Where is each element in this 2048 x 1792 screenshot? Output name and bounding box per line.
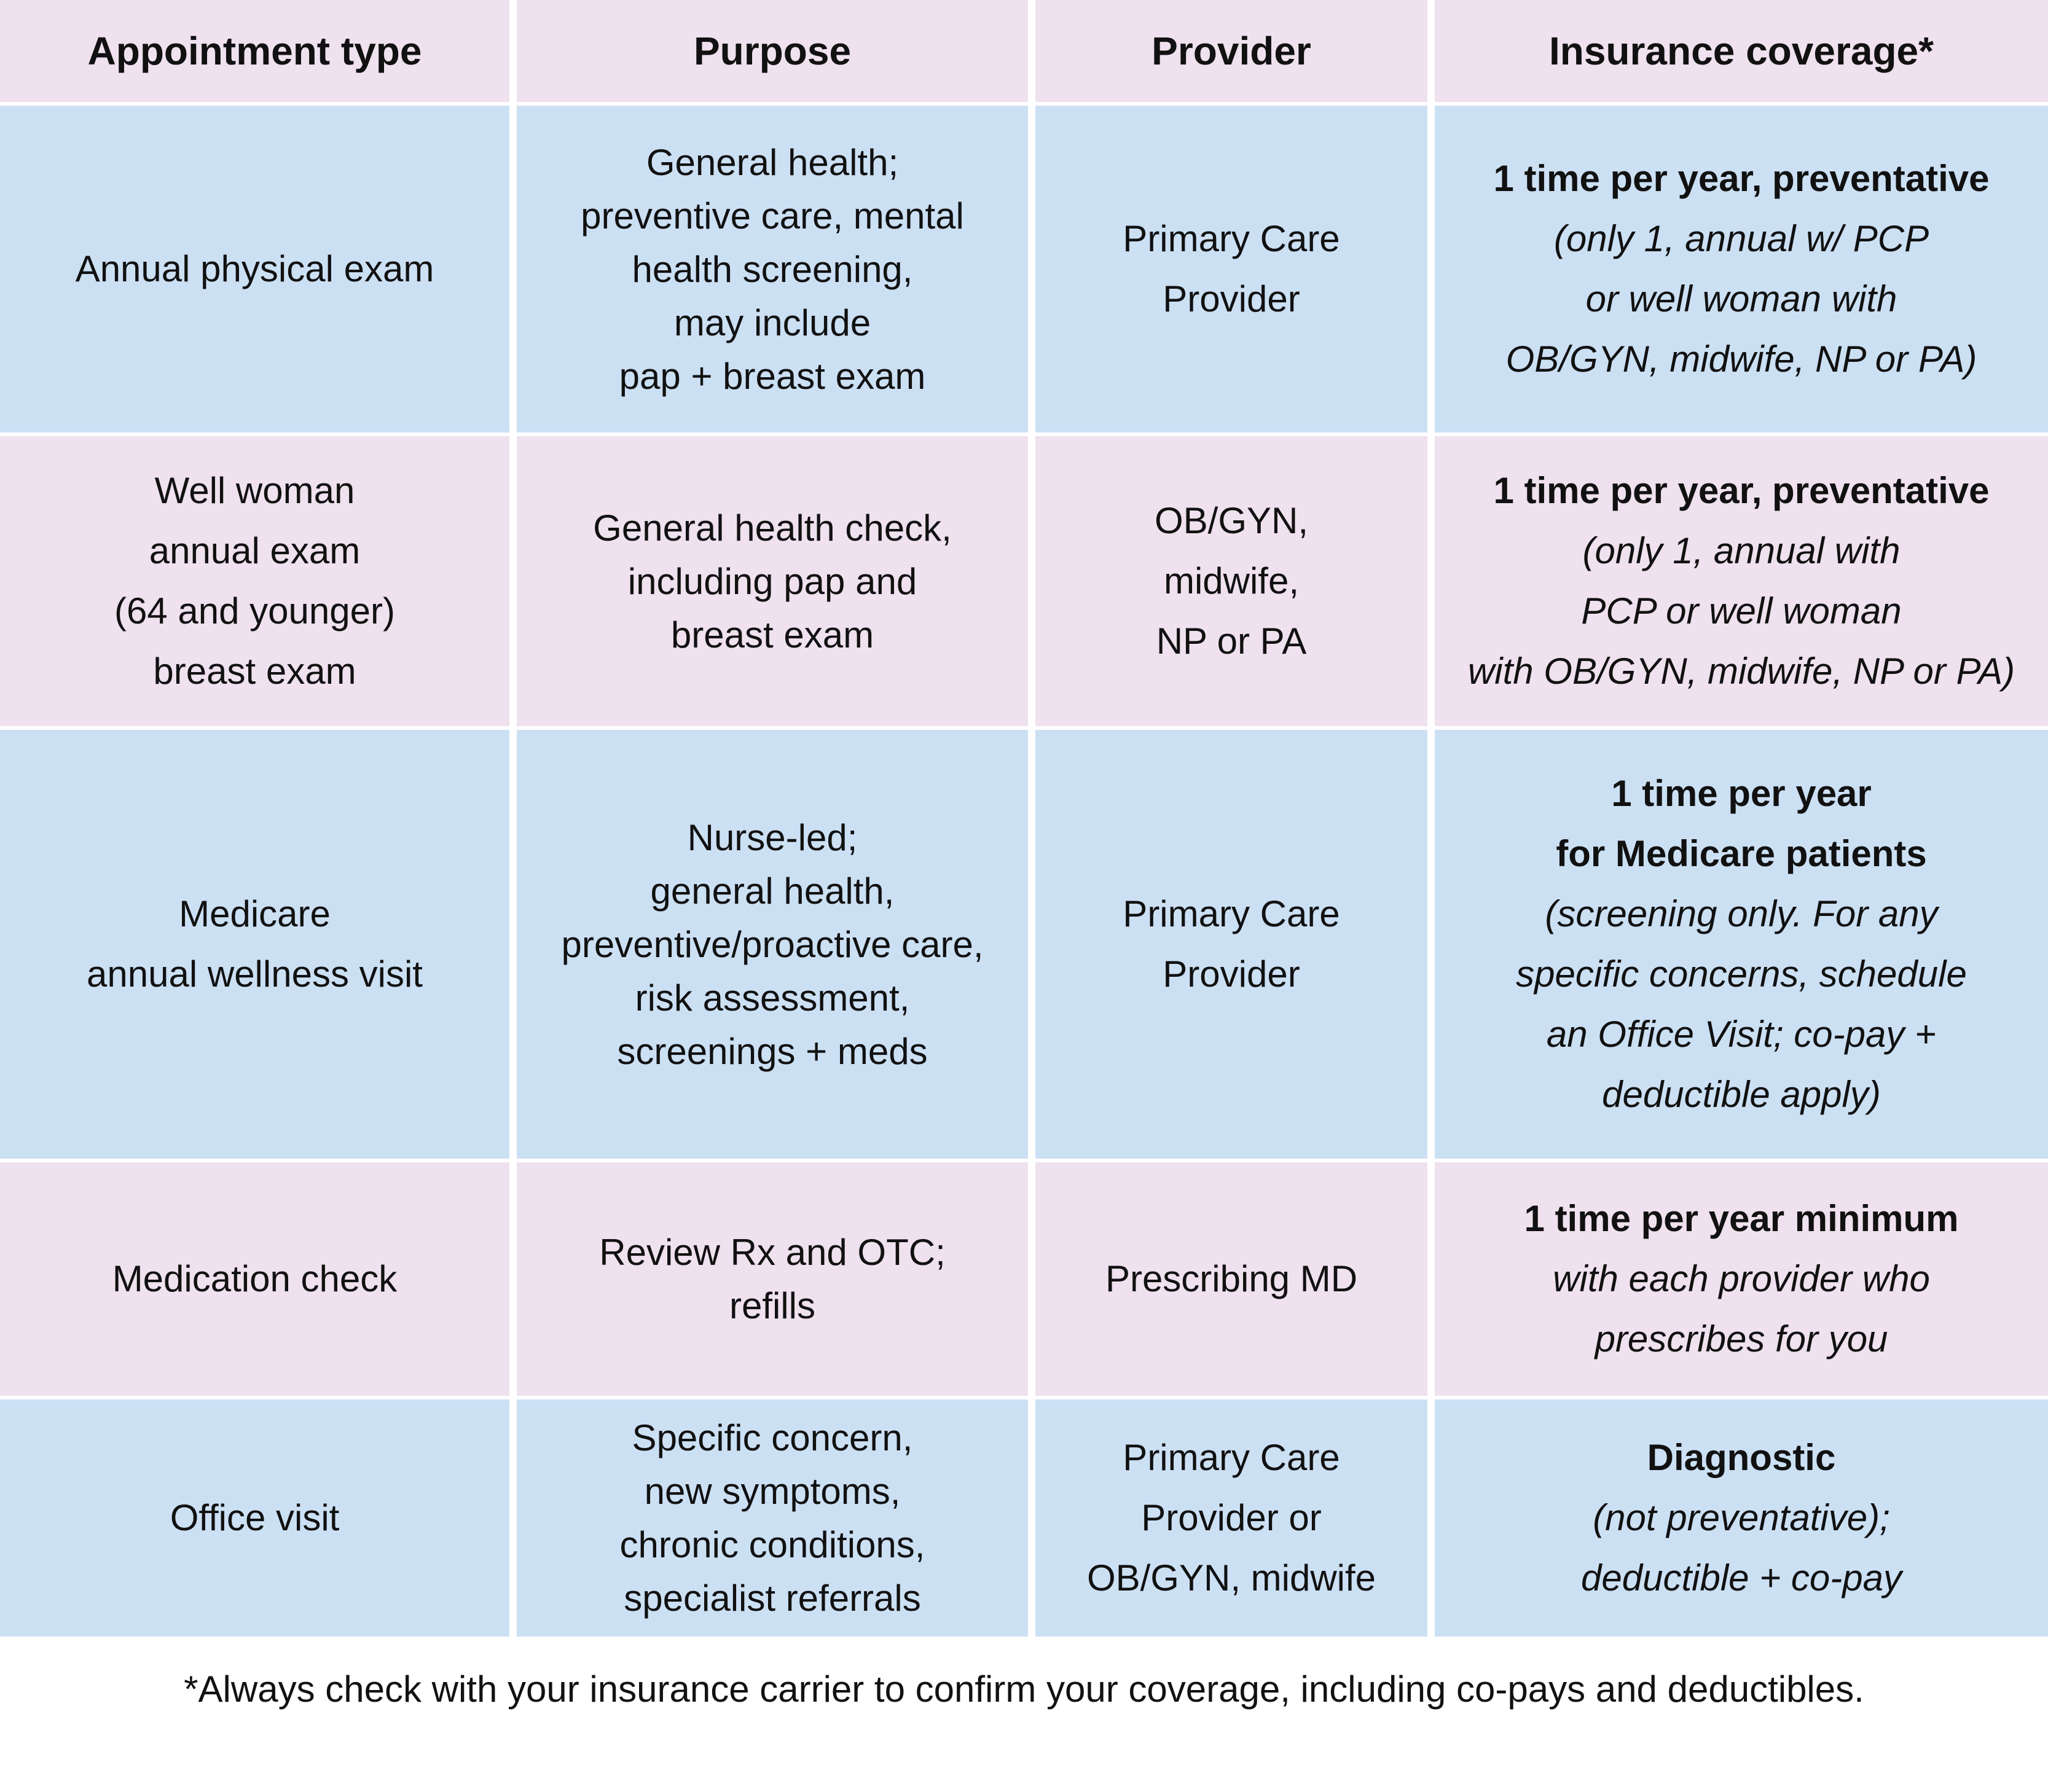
cell-text: General health;: [646, 141, 899, 183]
cell-text: Provider or: [1141, 1497, 1322, 1538]
cell-text: Primary Care: [1123, 893, 1340, 934]
cell-text: Diagnostic: [1647, 1437, 1836, 1478]
cell-text: specialist referrals: [624, 1578, 921, 1619]
table-cell: 1 time per year for Medicare patients (scr…: [1435, 730, 2048, 1159]
table-cell: Review Rx and OTC; refills: [517, 1162, 1028, 1396]
cell-text: OB/GYN, midwife: [1086, 1557, 1376, 1598]
table-cell: OB/GYN, midwife, NP or PA: [1035, 436, 1427, 726]
table-cell: Prescribing MD: [1035, 1162, 1427, 1396]
table-cell: Medicare annual wellness visit: [0, 730, 509, 1159]
table-cell: 1 time per year, preventative (only 1, an…: [1435, 106, 2048, 432]
cell-text: general health,: [650, 870, 895, 912]
header-cell: Provider: [1035, 0, 1427, 102]
cell-text: Prescribing MD: [1105, 1258, 1358, 1299]
cell-text: with OB/GYN, midwife, NP or PA): [1467, 651, 2015, 692]
cell-text: annual exam: [149, 530, 361, 571]
cell-text: screenings + meds: [617, 1030, 928, 1072]
cell-text: Primary Care: [1123, 218, 1340, 259]
header-text: Provider: [1152, 29, 1311, 73]
table-cell: Well woman annual exam (64 and younger) bre…: [0, 436, 509, 726]
cell-text: midwife,: [1163, 560, 1300, 601]
cell-text: (not preventative);: [1593, 1497, 1890, 1538]
cell-text: (64 and younger): [114, 590, 395, 632]
cell-text: Office visit: [170, 1497, 340, 1538]
table-cell: 1 time per year, preventative (only 1, an…: [1435, 436, 2048, 726]
cell-text: Specific concern,: [632, 1417, 913, 1458]
table-cell: 1 time per year minimum with each provide…: [1435, 1162, 2048, 1396]
table-cell: Medication check: [0, 1162, 509, 1396]
cell-text: breast exam: [153, 651, 356, 692]
cell-text: or well woman with: [1585, 278, 1897, 319]
cell-text: Well woman: [154, 470, 355, 511]
cell-text: new symptoms,: [644, 1471, 901, 1512]
cell-text: Annual physical exam: [75, 248, 434, 289]
table-cell: Nurse-led; general health, preventive/proa…: [517, 730, 1028, 1159]
cell-text: with each provider who: [1553, 1258, 1930, 1299]
cell-text: Provider: [1163, 278, 1300, 319]
appointment-table: Appointment type Purpose Provider Insurance…: [0, 0, 2048, 1637]
cell-text: annual wellness visit: [87, 953, 423, 995]
cell-text: Primary Care: [1123, 1437, 1340, 1478]
cell-text: breast exam: [670, 614, 874, 655]
cell-text: (only 1, annual with: [1582, 530, 1901, 571]
table-cell: Specific concern, new symptoms, chronic co…: [517, 1399, 1028, 1637]
footnote: *Always check with your insurance carrie…: [184, 1669, 1864, 1710]
cell-text: preventive care, mental: [581, 195, 964, 237]
cell-text: Provider: [1163, 953, 1300, 995]
table-cell: Office visit: [0, 1399, 509, 1637]
cell-text: Medicare: [179, 893, 331, 934]
header-cell: Appointment type: [0, 0, 509, 102]
cell-text: (only 1, annual w/ PCP: [1553, 218, 1929, 259]
cell-text: General health check,: [593, 507, 952, 549]
table-cell: Diagnostic (not preventative); deductible …: [1435, 1399, 2048, 1637]
cell-text: NP or PA: [1156, 620, 1307, 662]
cell-text: preventive/proactive care,: [561, 923, 984, 965]
cell-text: pap + breast exam: [619, 355, 926, 397]
table-cell: Primary Care Provider or OB/GYN, midwife: [1035, 1399, 1427, 1637]
cell-text: refills: [729, 1285, 815, 1326]
header-text: Appointment type: [87, 29, 422, 73]
table-cell: General health check, including pap and br…: [517, 436, 1028, 726]
cell-text: deductible + co-pay: [1580, 1557, 1902, 1598]
cell-text: 1 time per year minimum: [1524, 1198, 1959, 1239]
header-cell: Insurance coverage*: [1435, 0, 2048, 102]
header-text: Purpose: [693, 29, 852, 73]
cell-text: specific concerns, schedule: [1516, 953, 1967, 995]
table-cell: Annual physical exam: [0, 106, 509, 432]
cell-text: chronic conditions,: [619, 1524, 925, 1565]
cell-text: Nurse-led;: [687, 816, 858, 858]
cell-text: risk assessment,: [635, 977, 910, 1019]
cell-text: Medication check: [112, 1258, 398, 1299]
header-cell: Purpose: [517, 0, 1028, 102]
cell-text: health screening,: [632, 248, 913, 290]
table-cell: Primary Care Provider: [1035, 730, 1427, 1159]
cell-text: deductible apply): [1602, 1074, 1881, 1115]
table-cell: Primary Care Provider: [1035, 106, 1427, 432]
table-cell: General health; preventive care, mental he…: [517, 106, 1028, 432]
cell-text: an Office Visit; co-pay +: [1546, 1014, 1937, 1055]
cell-text: 1 time per year, preventative: [1493, 470, 1990, 511]
header-text: Insurance coverage*: [1548, 29, 1934, 73]
cell-text: may include: [673, 302, 871, 343]
cell-text: prescribes for you: [1595, 1318, 1888, 1360]
cell-text: PCP or well woman: [1581, 590, 1902, 632]
cell-text: 1 time per year: [1611, 773, 1872, 814]
cell-text: including pap and: [627, 560, 917, 602]
cell-text: Review Rx and OTC;: [599, 1232, 946, 1273]
cell-text: (screening only. For any: [1545, 893, 1938, 934]
cell-text: 1 time per year, preventative: [1493, 158, 1990, 199]
cell-text: OB/GYN,: [1154, 500, 1309, 541]
cell-text: for Medicare patients: [1556, 833, 1927, 874]
cell-text: OB/GYN, midwife, NP or PA): [1505, 338, 1977, 380]
